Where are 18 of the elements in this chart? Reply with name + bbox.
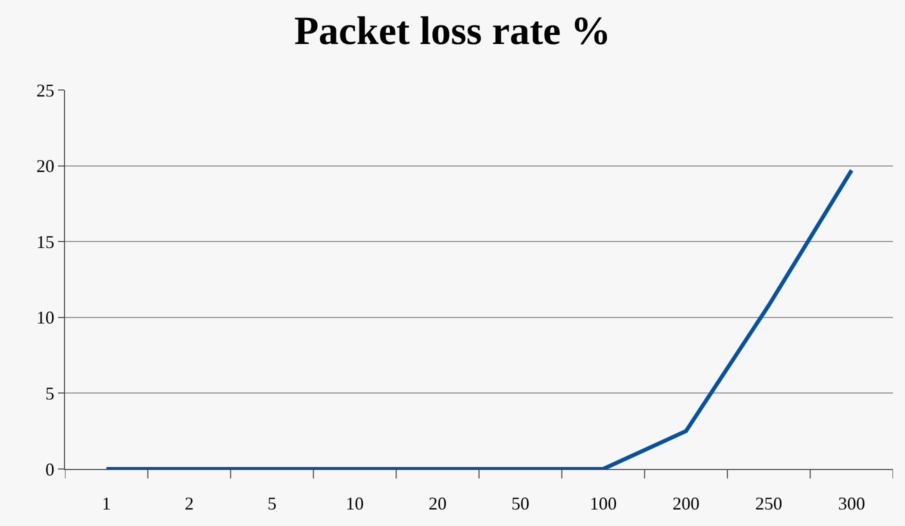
y-tick-label: 15 — [36, 232, 54, 252]
y-tick-label: 10 — [36, 308, 54, 328]
y-tick-label: 0 — [45, 459, 54, 480]
x-tick-label: 100 — [590, 494, 617, 514]
line-series — [104, 168, 854, 469]
x-tick-label: 1 — [102, 494, 111, 514]
x-tick-label: 200 — [672, 494, 700, 514]
y-tick-label: 20 — [36, 156, 54, 176]
chart-title: Packet loss rate % — [294, 8, 611, 53]
y-tick-label: 5 — [45, 384, 54, 404]
x-tick-label: 5 — [268, 494, 276, 514]
x-tick-label: 2 — [184, 494, 194, 514]
x-tick-label: 50 — [511, 494, 530, 514]
x-tick-label: 250 — [755, 494, 782, 514]
x-tick-label: 20 — [428, 494, 447, 514]
y-tick-label: 25 — [36, 80, 54, 100]
x-tick-label: 10 — [346, 494, 364, 514]
x-tick-label: 300 — [838, 494, 866, 514]
